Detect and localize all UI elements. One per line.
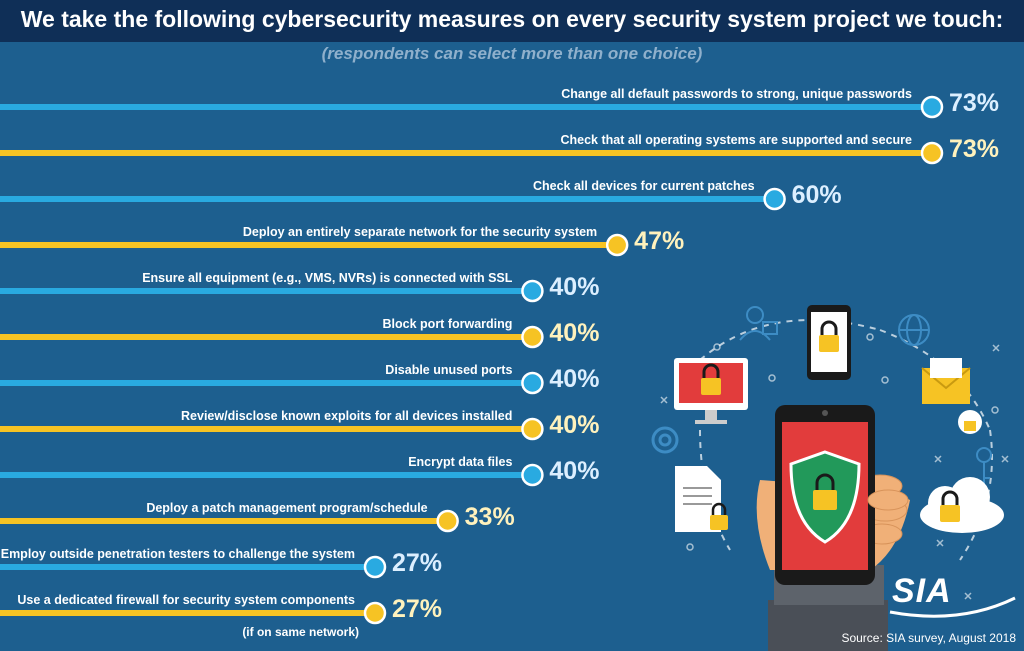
sia-logo: SIA xyxy=(892,572,952,610)
bar-label: Block port forwarding xyxy=(383,317,513,331)
bar xyxy=(0,196,775,202)
bar-label: Ensure all equipment (e.g., VMS, NVRs) i… xyxy=(142,271,513,285)
security-illustration xyxy=(651,305,1016,651)
bar-value-label: 47% xyxy=(634,227,684,255)
globe-icon xyxy=(898,314,930,346)
bar-value-label: 40% xyxy=(549,319,599,347)
bar-label: Check that all operating systems are sup… xyxy=(560,133,912,147)
bar-value-label: 27% xyxy=(392,549,442,577)
bar-end-dot xyxy=(521,279,544,303)
gear-icon xyxy=(651,426,679,454)
bar-end-dot xyxy=(521,463,544,487)
bar-label: Use a dedicated firewall for security sy… xyxy=(17,593,355,607)
bar-end-dot xyxy=(363,555,387,579)
bar-value-label: 40% xyxy=(549,273,599,301)
smartphone-lock-icon xyxy=(807,305,851,380)
bar-end-dot xyxy=(920,95,944,119)
bars-group: Change all default passwords to strong, … xyxy=(0,87,999,639)
bar xyxy=(0,426,533,432)
bar-end-dot xyxy=(605,233,629,257)
bar xyxy=(0,242,618,248)
bar-label: Review/disclose known exploits for all d… xyxy=(181,409,512,423)
phone-shield-illustration xyxy=(775,405,875,585)
bar-label: Deploy an entirely separate network for … xyxy=(243,225,597,239)
bar-end-dot xyxy=(763,187,786,211)
bar-end-dot xyxy=(521,325,544,349)
bar xyxy=(0,104,932,110)
email-lock-icon xyxy=(921,358,982,434)
chart-subtitle: (respondents can select more than one ch… xyxy=(321,44,703,63)
bar-end-dot xyxy=(521,371,544,395)
bar xyxy=(0,610,375,616)
bar-label: Employ outside penetration testers to ch… xyxy=(1,547,355,561)
bar xyxy=(0,334,533,340)
bar xyxy=(0,150,932,156)
bar-note: (if on same network) xyxy=(242,625,359,639)
bar-end-dot xyxy=(920,141,944,165)
document-lock-icon xyxy=(675,466,728,532)
bar-end-dot xyxy=(436,509,459,533)
cloud-lock-icon xyxy=(920,477,1004,533)
source-note: Source: SIA survey, August 2018 xyxy=(841,631,1016,645)
bar-value-label: 73% xyxy=(949,135,999,163)
bar-end-dot xyxy=(521,417,544,441)
bar xyxy=(0,518,448,524)
bar-value-label: 73% xyxy=(949,89,999,117)
bar xyxy=(0,288,533,294)
user-lock-icon xyxy=(739,306,778,341)
bar xyxy=(0,564,375,570)
monitor-lock-icon xyxy=(674,358,748,424)
bar xyxy=(0,472,533,478)
bar-label: Encrypt data files xyxy=(408,455,512,469)
bar-value-label: 40% xyxy=(549,411,599,439)
bar-value-label: 40% xyxy=(549,457,599,485)
title-bar xyxy=(0,0,1024,42)
bar-value-label: 27% xyxy=(392,595,442,623)
bar-end-dot xyxy=(363,601,387,625)
bar-label: Change all default passwords to strong, … xyxy=(561,87,912,101)
bar-label: Disable unused ports xyxy=(385,363,512,377)
bar-value-label: 40% xyxy=(549,365,599,393)
bar-label: Deploy a patch management program/schedu… xyxy=(146,501,427,515)
key-icon xyxy=(976,447,992,485)
chart-title: We take the following cybersecurity meas… xyxy=(20,6,1004,32)
bar xyxy=(0,380,533,386)
bar-label: Check all devices for current patches xyxy=(533,179,755,193)
bar-value-label: 33% xyxy=(465,503,515,531)
bar-value-label: 60% xyxy=(792,181,842,209)
